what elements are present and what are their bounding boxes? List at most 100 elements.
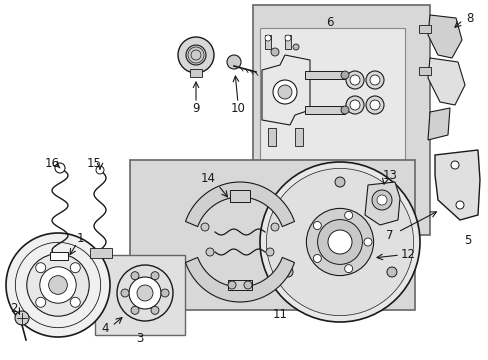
Bar — [229, 190, 249, 202]
Circle shape — [365, 71, 383, 89]
Circle shape — [270, 223, 279, 231]
Circle shape — [151, 272, 159, 280]
Circle shape — [266, 168, 413, 316]
Text: 10: 10 — [230, 102, 245, 114]
Circle shape — [376, 195, 386, 205]
Bar — [264, 35, 270, 49]
Text: 12: 12 — [400, 248, 415, 261]
Bar — [260, 28, 404, 168]
Circle shape — [70, 297, 80, 307]
Text: 9: 9 — [192, 102, 199, 114]
Circle shape — [15, 311, 29, 325]
Circle shape — [334, 177, 345, 187]
Circle shape — [226, 55, 241, 69]
Text: 16: 16 — [44, 157, 60, 170]
Circle shape — [265, 248, 273, 256]
Bar — [305, 71, 345, 79]
Bar — [267, 128, 275, 146]
Circle shape — [270, 48, 279, 56]
Circle shape — [386, 267, 396, 277]
Polygon shape — [364, 182, 399, 225]
Circle shape — [6, 233, 110, 337]
Circle shape — [340, 71, 348, 79]
Circle shape — [161, 289, 169, 297]
Circle shape — [365, 96, 383, 114]
Circle shape — [55, 163, 65, 173]
Circle shape — [178, 37, 214, 73]
Circle shape — [369, 75, 379, 85]
Bar — [50, 252, 68, 260]
Circle shape — [185, 45, 205, 65]
Polygon shape — [185, 257, 294, 302]
Circle shape — [313, 255, 321, 262]
Polygon shape — [427, 58, 464, 105]
Circle shape — [455, 201, 463, 209]
Circle shape — [278, 85, 291, 99]
Text: 11: 11 — [272, 309, 287, 321]
Bar — [252, 5, 429, 235]
Circle shape — [371, 190, 391, 210]
Bar — [305, 106, 345, 114]
Circle shape — [346, 71, 363, 89]
Circle shape — [131, 306, 139, 314]
Circle shape — [27, 254, 89, 316]
Bar — [418, 25, 430, 33]
Bar — [190, 69, 202, 77]
Polygon shape — [427, 108, 449, 140]
Circle shape — [36, 297, 45, 307]
Circle shape — [292, 44, 298, 50]
Polygon shape — [434, 150, 479, 220]
Bar — [227, 280, 251, 290]
Circle shape — [129, 277, 161, 309]
Polygon shape — [185, 182, 294, 226]
Text: 1: 1 — [76, 231, 83, 244]
Circle shape — [121, 289, 129, 297]
Circle shape — [349, 75, 359, 85]
Circle shape — [272, 80, 296, 104]
Circle shape — [349, 100, 359, 110]
Circle shape — [264, 35, 270, 41]
Circle shape — [131, 272, 139, 280]
Circle shape — [96, 166, 104, 174]
Circle shape — [283, 267, 292, 277]
Circle shape — [346, 96, 363, 114]
Circle shape — [450, 161, 458, 169]
Bar — [294, 128, 303, 146]
Polygon shape — [90, 248, 112, 258]
Circle shape — [40, 267, 76, 303]
Circle shape — [344, 265, 352, 273]
Bar — [285, 35, 290, 49]
Circle shape — [285, 35, 290, 41]
Text: 7: 7 — [386, 229, 393, 242]
Circle shape — [327, 230, 351, 254]
Polygon shape — [427, 15, 461, 58]
Bar — [130, 160, 414, 310]
Text: 13: 13 — [382, 168, 397, 181]
Circle shape — [260, 162, 419, 322]
Bar — [418, 67, 430, 75]
Text: 14: 14 — [200, 171, 215, 185]
Circle shape — [363, 238, 371, 246]
Text: 5: 5 — [464, 234, 471, 247]
Text: 4: 4 — [101, 321, 108, 334]
Circle shape — [313, 221, 321, 230]
Text: 2: 2 — [10, 302, 18, 315]
Circle shape — [244, 281, 251, 289]
Bar — [95, 255, 184, 335]
Circle shape — [306, 208, 373, 276]
Circle shape — [227, 281, 236, 289]
Circle shape — [205, 248, 214, 256]
Circle shape — [70, 263, 80, 273]
Text: 8: 8 — [466, 12, 473, 24]
Text: 15: 15 — [86, 157, 101, 170]
Circle shape — [36, 263, 45, 273]
Text: 6: 6 — [325, 15, 333, 28]
Text: 3: 3 — [136, 332, 143, 345]
Circle shape — [137, 285, 153, 301]
Circle shape — [151, 306, 159, 314]
Circle shape — [340, 106, 348, 114]
Circle shape — [344, 211, 352, 219]
Polygon shape — [262, 55, 309, 125]
Circle shape — [369, 100, 379, 110]
Circle shape — [201, 223, 208, 231]
